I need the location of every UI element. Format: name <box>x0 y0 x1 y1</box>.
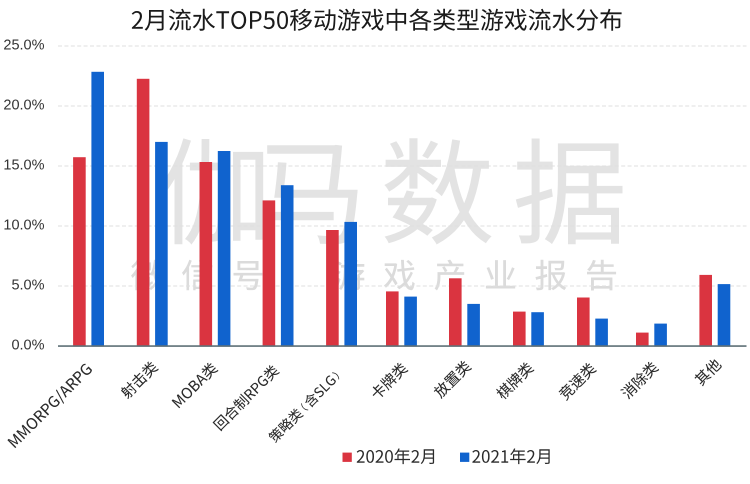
svg-text:0.0%: 0.0% <box>11 338 44 354</box>
svg-text:25.0%: 25.0% <box>3 38 44 54</box>
svg-text:5.0%: 5.0% <box>11 278 44 294</box>
svg-text:10.0%: 10.0% <box>3 218 44 234</box>
svg-text:15.0%: 15.0% <box>3 158 44 174</box>
svg-text:20.0%: 20.0% <box>3 98 44 114</box>
